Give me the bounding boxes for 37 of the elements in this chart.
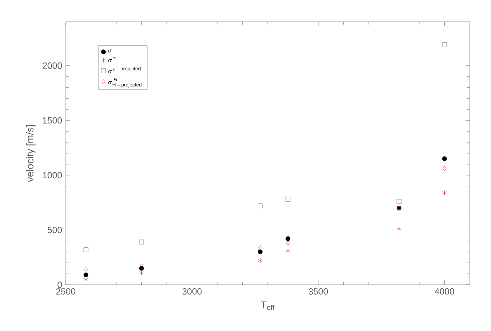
point: [442, 190, 447, 196]
x-tick-label: 2500: [56, 288, 76, 295]
y-tick-label: 1000: [43, 172, 62, 179]
x-tick-label: 3500: [308, 288, 328, 295]
y-tick-label: 0: [58, 282, 62, 288]
y-tick-label: 1500: [43, 117, 62, 124]
point: [442, 166, 447, 172]
point: [396, 199, 402, 204]
point: [442, 42, 448, 48]
legend-label: $\sigma$: [108, 50, 112, 53]
point: [258, 250, 263, 255]
legend-label: $\sigma^{H}_{\mathrm{H-projected}}$: [108, 78, 142, 88]
point: [139, 266, 144, 271]
point: [84, 277, 88, 282]
point: [286, 248, 290, 254]
y-tick-label: 2000: [42, 62, 62, 70]
point: [140, 262, 144, 268]
point: [258, 258, 263, 264]
point: [84, 267, 88, 272]
point: [139, 240, 144, 245]
y-axis-title: velocity [m/s]: [26, 125, 36, 182]
y-tick-label: 500: [48, 227, 62, 234]
point: [140, 270, 144, 276]
point: [84, 272, 89, 278]
point: [442, 156, 448, 162]
x-tick-label: 4000: [434, 288, 454, 295]
point: [84, 248, 89, 252]
x-axis-title: T$_{eff}$: [261, 302, 275, 310]
point: [286, 236, 291, 242]
legend-label: $\sigma^{\mathrm{z-projected}}$: [108, 66, 141, 74]
point: [286, 240, 290, 246]
x-tick-label: 3000: [182, 288, 202, 295]
point: [258, 245, 262, 250]
point: [397, 226, 402, 232]
point: [258, 204, 263, 208]
point: [286, 197, 291, 202]
legend-label: $\sigma^{z}$: [108, 57, 116, 63]
